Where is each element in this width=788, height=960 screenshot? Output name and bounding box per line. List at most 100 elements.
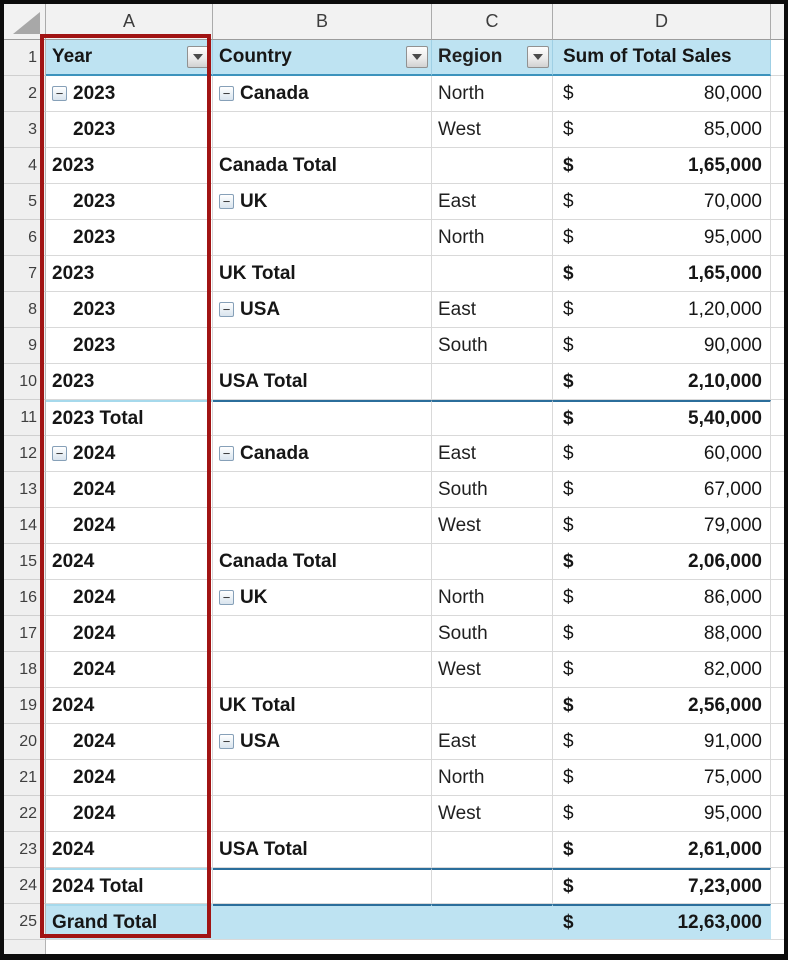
year-cell[interactable]: 2023 — [46, 148, 213, 184]
column-header-b[interactable]: B — [213, 4, 432, 40]
sales-cell[interactable]: $ 75,000 — [553, 760, 771, 796]
empty-cell[interactable] — [771, 364, 784, 400]
country-filter-button[interactable] — [406, 46, 428, 68]
row-number[interactable]: 6 — [4, 220, 46, 256]
select-all-corner[interactable] — [4, 4, 46, 40]
year-cell[interactable]: 2024 — [46, 616, 213, 652]
empty-cell[interactable] — [771, 400, 784, 436]
collapse-button[interactable]: − — [219, 86, 234, 101]
sales-cell[interactable]: $ 5,40,000 — [553, 400, 771, 436]
empty-cell[interactable] — [771, 148, 784, 184]
row-number[interactable]: 21 — [4, 760, 46, 796]
region-cell[interactable] — [432, 148, 553, 184]
collapse-button[interactable]: − — [52, 446, 67, 461]
sales-cell[interactable]: $ 95,000 — [553, 796, 771, 832]
collapse-button[interactable]: − — [52, 86, 67, 101]
empty-cell[interactable] — [771, 904, 784, 940]
region-cell[interactable] — [432, 256, 553, 292]
region-cell[interactable]: East — [432, 724, 553, 760]
region-cell[interactable]: South — [432, 472, 553, 508]
empty-cell[interactable] — [771, 652, 784, 688]
region-cell[interactable]: West — [432, 112, 553, 148]
sales-cell[interactable]: $ 1,20,000 — [553, 292, 771, 328]
country-cell[interactable] — [213, 472, 432, 508]
sales-cell[interactable]: $ 80,000 — [553, 76, 771, 112]
sales-cell[interactable]: $ 2,56,000 — [553, 688, 771, 724]
empty-cell[interactable] — [771, 40, 784, 76]
region-cell[interactable]: East — [432, 184, 553, 220]
row-number[interactable]: 18 — [4, 652, 46, 688]
year-cell[interactable]: 2023 — [46, 328, 213, 364]
row-number[interactable]: 14 — [4, 508, 46, 544]
country-cell[interactable] — [213, 616, 432, 652]
sales-cell[interactable]: $ 95,000 — [553, 220, 771, 256]
region-cell[interactable]: East — [432, 436, 553, 472]
country-header-cell[interactable]: Country — [213, 40, 432, 76]
sales-cell[interactable]: $ 79,000 — [553, 508, 771, 544]
row-number[interactable]: 25 — [4, 904, 46, 940]
country-cell[interactable]: − Canada — [213, 436, 432, 472]
country-cell[interactable]: − USA — [213, 292, 432, 328]
year-cell[interactable]: 2023 — [46, 112, 213, 148]
values-header-cell[interactable]: Sum of Total Sales — [553, 40, 771, 76]
region-cell[interactable]: North — [432, 580, 553, 616]
row-number[interactable]: 8 — [4, 292, 46, 328]
year-cell[interactable]: − 2023 — [46, 76, 213, 112]
empty-cell[interactable] — [771, 760, 784, 796]
collapse-button[interactable]: − — [219, 446, 234, 461]
row-number[interactable]: 15 — [4, 544, 46, 580]
year-header-cell[interactable]: Year — [46, 40, 213, 76]
sales-cell[interactable]: $ 2,10,000 — [553, 364, 771, 400]
country-cell[interactable] — [213, 112, 432, 148]
year-cell[interactable]: 2024 — [46, 580, 213, 616]
row-number[interactable]: 3 — [4, 112, 46, 148]
column-header-a[interactable]: A — [46, 4, 213, 40]
country-cell[interactable] — [213, 868, 432, 904]
row-number[interactable]: 9 — [4, 328, 46, 364]
row-number[interactable]: 17 — [4, 616, 46, 652]
country-cell[interactable] — [213, 508, 432, 544]
region-cell[interactable] — [432, 400, 553, 436]
year-cell[interactable]: 2024 — [46, 472, 213, 508]
year-cell[interactable]: 2024 — [46, 760, 213, 796]
country-cell[interactable]: − USA — [213, 724, 432, 760]
sales-cell[interactable]: $ 1,65,000 — [553, 148, 771, 184]
row-number[interactable]: 2 — [4, 76, 46, 112]
empty-cell[interactable] — [771, 724, 784, 760]
year-cell[interactable]: 2023 — [46, 256, 213, 292]
year-cell[interactable]: − 2024 — [46, 436, 213, 472]
collapse-button[interactable]: − — [219, 734, 234, 749]
sales-cell[interactable]: $ 12,63,000 — [553, 904, 771, 940]
empty-cell[interactable] — [771, 688, 784, 724]
empty-cell[interactable] — [771, 328, 784, 364]
country-cell[interactable]: USA Total — [213, 832, 432, 868]
year-cell[interactable]: 2023 — [46, 292, 213, 328]
country-cell[interactable]: USA Total — [213, 364, 432, 400]
empty-cell[interactable] — [771, 256, 784, 292]
row-number[interactable]: 19 — [4, 688, 46, 724]
country-cell[interactable] — [213, 400, 432, 436]
collapse-button[interactable]: − — [219, 590, 234, 605]
empty-cell[interactable] — [771, 508, 784, 544]
sales-cell[interactable]: $ 70,000 — [553, 184, 771, 220]
region-cell[interactable]: West — [432, 652, 553, 688]
column-header-d[interactable]: D — [553, 4, 771, 40]
region-cell[interactable] — [432, 832, 553, 868]
region-cell[interactable]: South — [432, 328, 553, 364]
row-number[interactable]: 13 — [4, 472, 46, 508]
country-cell[interactable]: Canada Total — [213, 148, 432, 184]
region-header-cell[interactable]: Region — [432, 40, 553, 76]
country-cell[interactable] — [213, 796, 432, 832]
year-cell[interactable]: 2024 — [46, 652, 213, 688]
row-number[interactable]: 1 — [4, 40, 46, 76]
sales-cell[interactable]: $ 60,000 — [553, 436, 771, 472]
sales-cell[interactable]: $ 7,23,000 — [553, 868, 771, 904]
year-cell[interactable]: 2024 Total — [46, 868, 213, 904]
year-cell[interactable]: 2024 — [46, 796, 213, 832]
country-cell[interactable]: UK Total — [213, 256, 432, 292]
empty-cell[interactable] — [771, 832, 784, 868]
sales-cell[interactable]: $ 1,65,000 — [553, 256, 771, 292]
region-cell[interactable]: North — [432, 76, 553, 112]
country-cell[interactable] — [213, 220, 432, 256]
region-cell[interactable]: East — [432, 292, 553, 328]
